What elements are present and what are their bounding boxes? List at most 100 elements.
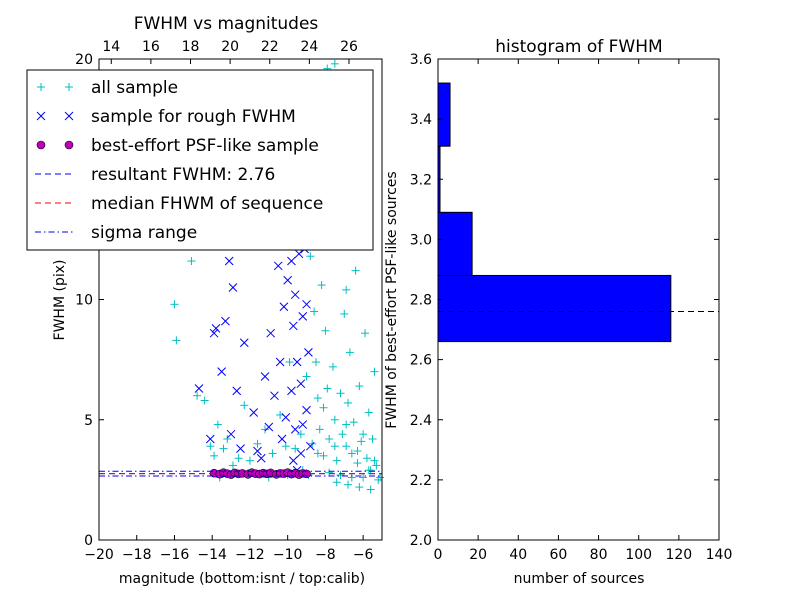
scatter-point xyxy=(290,425,300,434)
scatter-point xyxy=(349,418,358,427)
scatter-point xyxy=(305,441,315,451)
scatter-point xyxy=(364,408,373,417)
hist-y-tick-label: 2.2 xyxy=(410,473,432,489)
scatter-point xyxy=(359,473,368,482)
scatter-point xyxy=(319,403,328,412)
scatter-point xyxy=(240,401,249,410)
scatter-point xyxy=(332,456,341,465)
scatter-point xyxy=(332,478,341,487)
legend-entry: sample for rough FWHM xyxy=(36,107,296,127)
scatter-point xyxy=(310,307,319,316)
scatter-point xyxy=(249,408,259,417)
scatter-point xyxy=(266,328,276,338)
scatter-point xyxy=(313,394,322,403)
scatter-point xyxy=(344,480,353,489)
scatter-point xyxy=(283,275,293,285)
top-tick-label: 16 xyxy=(142,39,160,55)
scatter-point xyxy=(260,372,270,381)
scatter-point xyxy=(302,372,311,381)
scatter-point xyxy=(325,434,334,443)
top-tick-label: 22 xyxy=(261,39,279,55)
scatter-y-label: FWHM (pix) xyxy=(52,260,68,341)
y-tick-label: 20 xyxy=(75,52,93,68)
scatter-point xyxy=(336,389,345,398)
scatter-point xyxy=(291,444,300,453)
hist-x-tick-label: 100 xyxy=(625,547,652,563)
scatter-point xyxy=(219,444,228,453)
scatter-point xyxy=(353,447,362,456)
scatter-point xyxy=(340,309,349,318)
histogram-title: histogram of FWHM xyxy=(495,37,662,57)
x-tick-label: −20 xyxy=(84,547,114,563)
scatter-point xyxy=(290,290,300,300)
legend-label: median FHWM of sequence xyxy=(91,194,323,214)
scatter-point xyxy=(342,420,351,429)
histogram-bar xyxy=(437,211,473,276)
legend-entry: resultant FWHM: 2.76 xyxy=(35,165,275,185)
scatter-point xyxy=(319,451,328,460)
x-tick-label: −18 xyxy=(122,547,152,563)
scatter-point xyxy=(370,456,379,465)
legend-marker xyxy=(65,83,73,91)
scatter-point xyxy=(376,473,385,482)
scatter-point xyxy=(321,326,330,335)
scatter-point xyxy=(304,348,313,357)
legend-label: resultant FWHM: 2.76 xyxy=(91,165,275,185)
scatter-point xyxy=(362,454,371,463)
scatter-point xyxy=(342,442,351,451)
top-tick-label: 26 xyxy=(340,39,358,55)
scatter-point xyxy=(315,425,324,434)
x-tick-label: −8 xyxy=(315,547,336,563)
scatter-point xyxy=(281,442,290,451)
scatter-point xyxy=(264,422,274,432)
legend-marker xyxy=(64,140,74,150)
scatter-point xyxy=(268,449,277,458)
scatter-point xyxy=(211,324,221,333)
y-tick-label: 10 xyxy=(75,293,93,309)
x-tick-label: −14 xyxy=(197,547,227,563)
legend-marker xyxy=(37,83,45,91)
scatter-point xyxy=(270,391,279,401)
hist-y-tick-label: 3.4 xyxy=(410,112,432,128)
scatter-point xyxy=(361,329,370,338)
scatter-point xyxy=(221,316,230,326)
legend-marker xyxy=(36,140,46,150)
scatter-point xyxy=(228,461,237,470)
scatter-point xyxy=(253,446,262,456)
scatter-point xyxy=(328,362,337,371)
legend-entry: sigma range xyxy=(35,223,197,243)
scatter-point xyxy=(330,442,339,451)
legend-label: sample for rough FWHM xyxy=(91,107,296,127)
scatter-point xyxy=(353,459,362,468)
scatter-point xyxy=(287,386,296,396)
scatter-panel: −20 −18 −16 −14 −12 −10 −8 −6 0 5 10 20 14 16 18 20 22 24… xyxy=(26,14,385,587)
x-tick-label: −16 xyxy=(160,547,190,563)
hist-x-tick-label: 60 xyxy=(550,547,568,563)
scatter-point xyxy=(298,311,308,321)
legend-entry: best-effort PSF-like sample xyxy=(36,136,319,156)
top-tick-label: 14 xyxy=(102,39,120,55)
scatter-point xyxy=(245,456,254,465)
scatter-point xyxy=(228,283,238,292)
scatter-point xyxy=(200,396,209,405)
hist-x-tick-label: 0 xyxy=(434,547,443,563)
y-tick-label: 5 xyxy=(84,413,93,429)
legend-entry: all sample xyxy=(37,78,178,98)
scatter-point xyxy=(224,256,234,266)
scatter-point xyxy=(296,379,306,389)
scatter-point xyxy=(370,367,379,376)
top-tick-label: 18 xyxy=(182,39,200,55)
hist-x-tick-label: 120 xyxy=(665,547,692,563)
scatter-point xyxy=(285,358,294,367)
scatter-point xyxy=(306,252,315,261)
legend-label: best-effort PSF-like sample xyxy=(91,136,319,156)
scatter-point xyxy=(172,336,181,345)
scatter-point xyxy=(351,266,360,275)
scatter-point xyxy=(296,430,305,439)
scatter-series-1 xyxy=(194,237,315,475)
scatter-point xyxy=(292,357,302,367)
y-tick-label: 0 xyxy=(84,533,93,549)
scatter-point xyxy=(223,434,232,443)
scatter-title: FWHM vs magnitudes xyxy=(134,14,319,34)
